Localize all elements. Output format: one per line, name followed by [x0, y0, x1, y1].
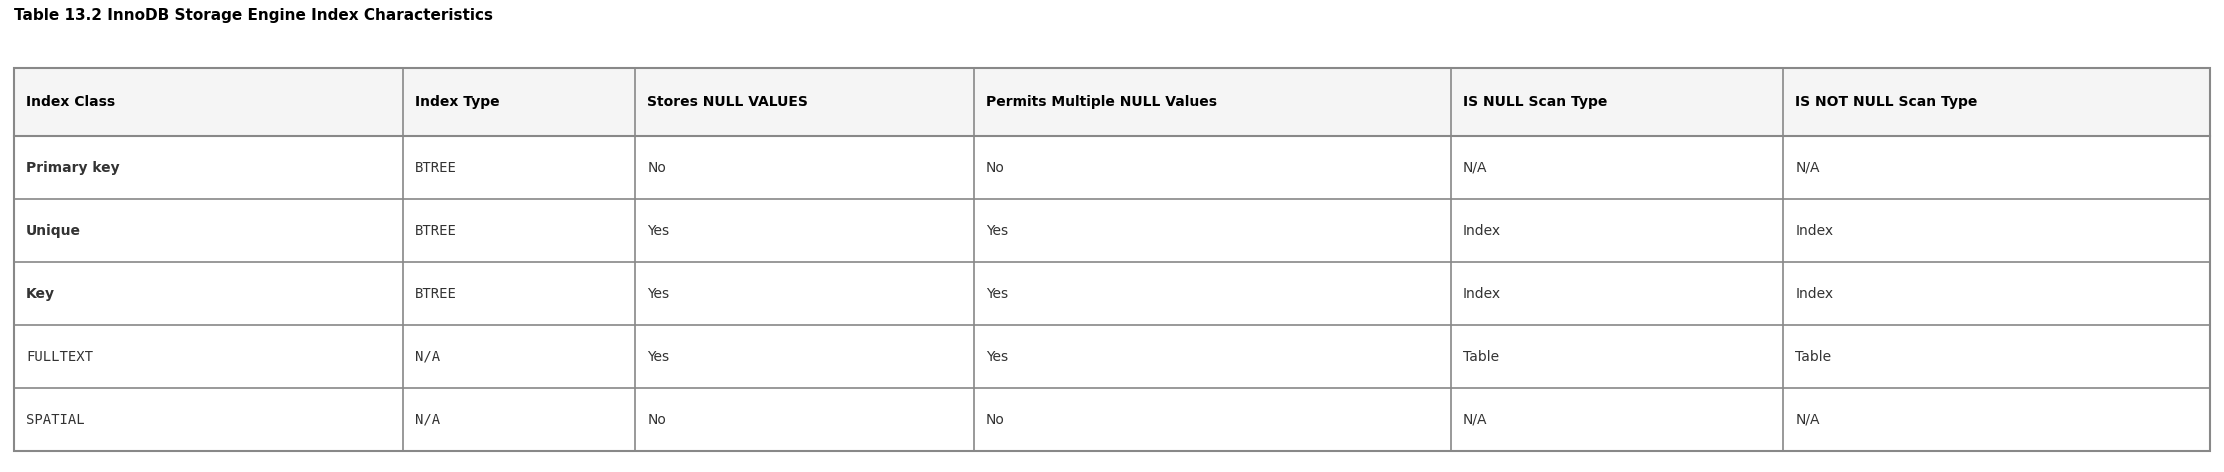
Text: FULLTEXT: FULLTEXT	[27, 349, 93, 363]
Text: Table: Table	[1463, 349, 1499, 363]
Text: Unique: Unique	[27, 224, 80, 237]
Text: Yes: Yes	[647, 287, 669, 301]
Text: Index: Index	[1795, 287, 1833, 301]
Text: BTREE: BTREE	[416, 160, 456, 175]
Text: Yes: Yes	[985, 287, 1007, 301]
Text: N/A: N/A	[1463, 413, 1488, 427]
Text: Index: Index	[1463, 224, 1501, 237]
Text: IS NOT NULL Scan Type: IS NOT NULL Scan Type	[1795, 95, 1977, 109]
Text: Yes: Yes	[647, 349, 669, 363]
Text: Index Class: Index Class	[27, 95, 116, 109]
Text: N/A: N/A	[1795, 413, 1819, 427]
Text: No: No	[985, 160, 1005, 175]
Text: Index: Index	[1795, 224, 1833, 237]
Text: BTREE: BTREE	[416, 224, 456, 237]
Text: N/A: N/A	[416, 349, 440, 363]
Text: Table 13.2 InnoDB Storage Engine Index Characteristics: Table 13.2 InnoDB Storage Engine Index C…	[13, 8, 494, 23]
Text: Index Type: Index Type	[416, 95, 500, 109]
Text: N/A: N/A	[416, 413, 440, 427]
Text: Primary key: Primary key	[27, 160, 120, 175]
Text: Index: Index	[1463, 287, 1501, 301]
Text: Table: Table	[1795, 349, 1833, 363]
Text: SPATIAL: SPATIAL	[27, 413, 85, 427]
Text: Yes: Yes	[985, 349, 1007, 363]
Text: Yes: Yes	[985, 224, 1007, 237]
Text: No: No	[647, 413, 665, 427]
Text: No: No	[647, 160, 665, 175]
Text: Permits Multiple NULL Values: Permits Multiple NULL Values	[985, 95, 1217, 109]
Text: Stores NULL VALUES: Stores NULL VALUES	[647, 95, 807, 109]
Text: N/A: N/A	[1463, 160, 1488, 175]
Text: N/A: N/A	[1795, 160, 1819, 175]
Text: No: No	[985, 413, 1005, 427]
Text: Key: Key	[27, 287, 56, 301]
Text: IS NULL Scan Type: IS NULL Scan Type	[1463, 95, 1608, 109]
Text: BTREE: BTREE	[416, 287, 456, 301]
Text: Yes: Yes	[647, 224, 669, 237]
